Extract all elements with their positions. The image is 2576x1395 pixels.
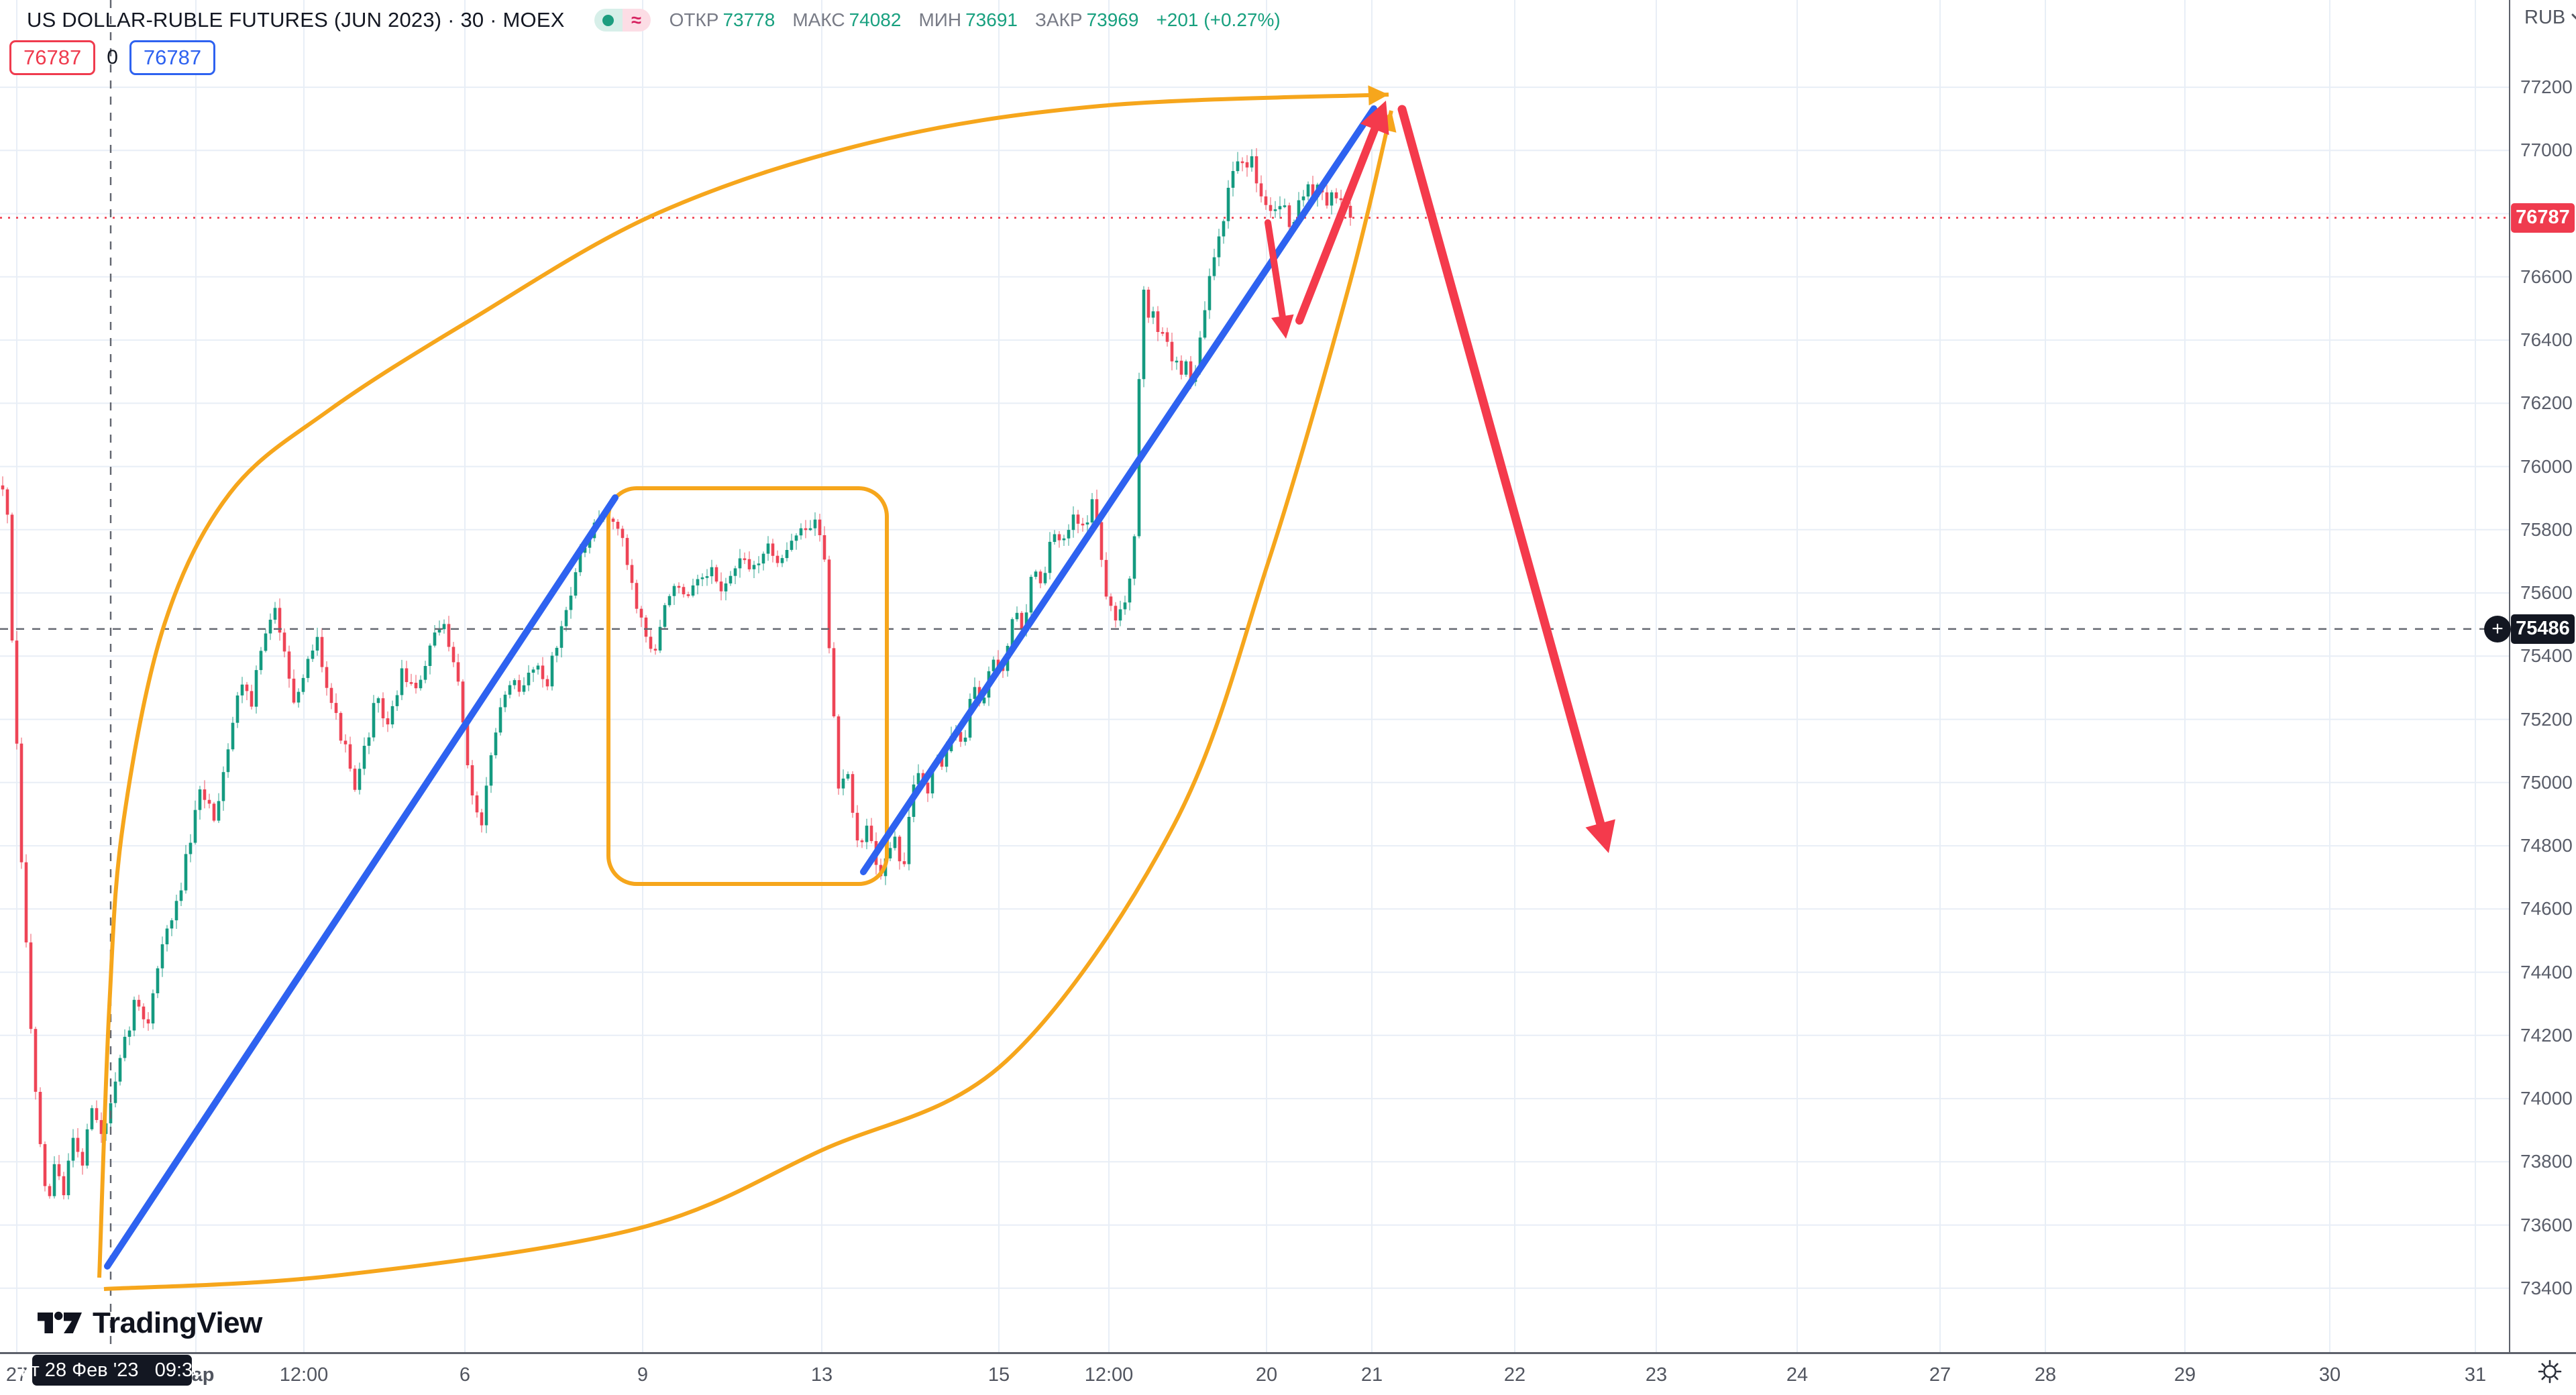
time-tick: 31	[2464, 1364, 2487, 1386]
close-value: 73969	[1086, 9, 1139, 30]
time-tick: 29	[2174, 1364, 2196, 1386]
time-tick: 30	[2318, 1364, 2341, 1386]
price-box-separator: 0	[107, 46, 118, 68]
currency-text: RUB	[2524, 7, 2566, 28]
time-tick: 28	[2034, 1364, 2057, 1386]
time-tick: 20	[1255, 1364, 1278, 1386]
time-tick: 6	[459, 1364, 471, 1386]
watermark-text: TradingView	[93, 1306, 262, 1339]
price-tick: 74600	[2520, 898, 2573, 919]
price-tick: 76200	[2520, 392, 2573, 414]
price-tick: 76400	[2520, 329, 2573, 351]
trend-line-1[interactable]	[104, 494, 619, 1270]
price-tick: 74000	[2520, 1088, 2573, 1109]
market-open-icon	[594, 9, 623, 32]
consolidation-rect-drawing[interactable]	[606, 486, 889, 886]
price-tick: 75600	[2520, 582, 2573, 604]
time-tick: 24	[1786, 1364, 1809, 1386]
timezone-sun-icon[interactable]	[2537, 1359, 2563, 1384]
low-label: МИН	[918, 9, 962, 30]
grid-layer	[0, 0, 2509, 1352]
crosshair-price-label: + 75486	[2484, 614, 2575, 644]
price-tick: 75400	[2520, 645, 2573, 667]
change-value: +201 (+0.27%)	[1156, 9, 1281, 30]
time-axis[interactable]: 27 мар 12:00 6 9 13 15 12:00 20 21 22 23 24 27 28 29 30 3…	[0, 1352, 2576, 1395]
time-tick: 12:00	[279, 1364, 329, 1386]
high-value: 74082	[849, 9, 902, 30]
crosshair-time-tooltip: вт 28 Фев '23 09:30	[21, 1355, 203, 1386]
add-alert-plus-icon[interactable]: +	[2484, 615, 2511, 643]
price-tick: 74400	[2520, 961, 2573, 983]
price-tick: 74800	[2520, 835, 2573, 856]
lens-drawing[interactable]	[97, 85, 1397, 1291]
time-tick: 27	[5, 1364, 28, 1386]
high-label: МАКС	[792, 9, 845, 30]
time-tick: 15	[987, 1364, 1010, 1386]
currency-selector[interactable]: RUB	[2524, 7, 2576, 29]
open-label: ОТКР	[669, 9, 719, 30]
red-arrow-up[interactable]	[1295, 101, 1389, 325]
last-price-label: 76787	[2511, 203, 2575, 233]
price-axis[interactable]: RUB 772007700076800766007640076200760007…	[2484, 0, 2576, 1352]
price-tick: 77000	[2520, 140, 2573, 161]
time-tick: 21	[1360, 1364, 1383, 1386]
price-tick: 77200	[2520, 76, 2573, 98]
time-tick: 13	[810, 1364, 833, 1386]
trend-line-2[interactable]	[860, 105, 1377, 875]
market-status-pill[interactable]: ≈	[594, 9, 651, 32]
close-label: ЗАКР	[1034, 9, 1083, 30]
red-arrow-down-big[interactable]	[1397, 105, 1615, 853]
ohlc-legend: ОТКР 73778 МАКС 74082 МИН 73691 ЗАКР 73969 +…	[669, 9, 1281, 31]
price-tick: 73800	[2520, 1151, 2573, 1172]
tradingview-logo-icon	[38, 1311, 82, 1333]
legend: US DOLLAR-RUBLE FUTURES (JUN 2023) · 30 …	[27, 5, 1281, 35]
price-tick: 76000	[2520, 455, 2573, 477]
crosshair	[0, 0, 2509, 1352]
symbol-title[interactable]: US DOLLAR-RUBLE FUTURES (JUN 2023) · 30 …	[27, 8, 565, 32]
price-tick: 75200	[2520, 708, 2573, 730]
price-tick: 73400	[2520, 1277, 2573, 1298]
tradingview-watermark[interactable]: TradingView	[38, 1306, 262, 1340]
time-tick: 27	[1929, 1364, 1951, 1386]
price-tick: 73600	[2520, 1214, 2573, 1235]
drawing-price-boxes: 76787 0 76787	[9, 40, 216, 75]
price-tick: 74200	[2520, 1024, 2573, 1046]
price-box-blue[interactable]: 76787	[129, 40, 216, 75]
open-value: 73778	[722, 9, 775, 30]
red-arrow-down-small[interactable]	[1265, 219, 1294, 339]
price-tick: 76600	[2520, 266, 2573, 287]
time-tick: 12:00	[1084, 1364, 1134, 1386]
time-tick: 23	[1645, 1364, 1668, 1386]
delayed-data-icon: ≈	[622, 9, 651, 32]
price-tick: 75000	[2520, 771, 2573, 793]
time-tick: 9	[637, 1364, 649, 1386]
chevron-down-icon	[2571, 13, 2576, 19]
time-tick: 22	[1503, 1364, 1526, 1386]
chart-pane[interactable]	[0, 0, 2509, 1352]
candles-layer	[1, 148, 1352, 1200]
price-tick: 75800	[2520, 518, 2573, 540]
price-box-red[interactable]: 76787	[9, 40, 96, 75]
low-value: 73691	[965, 9, 1018, 30]
